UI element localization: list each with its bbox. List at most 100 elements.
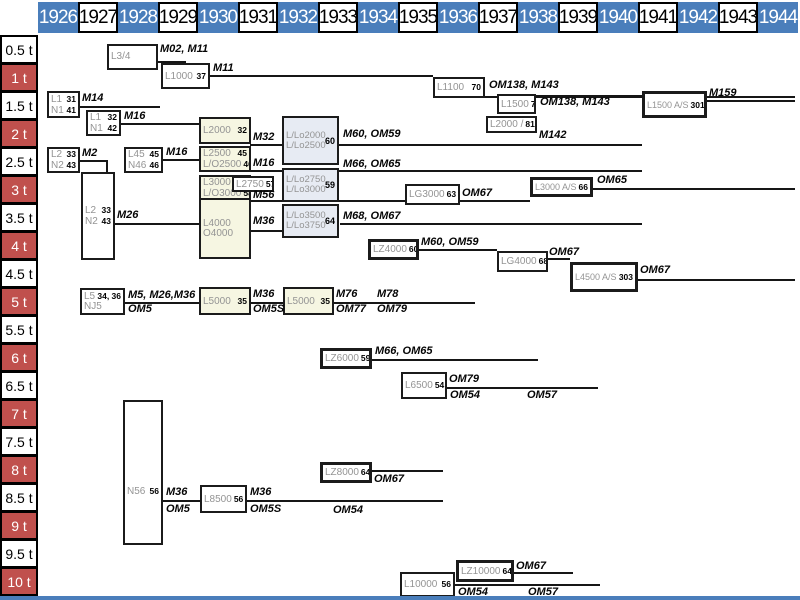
baumuster-number: 35 bbox=[237, 295, 247, 306]
year-header-1941: 1941 bbox=[638, 2, 678, 33]
baumuster-number: 43 bbox=[66, 160, 76, 170]
model-name: L/Lo3750 bbox=[286, 220, 326, 231]
model-name: L45 bbox=[128, 149, 145, 160]
model-name: L4000 bbox=[203, 217, 231, 229]
engine-label: OM5 bbox=[128, 303, 152, 315]
model-box-l1-n1-a: L1 31 N1 41 bbox=[47, 91, 80, 118]
model-box-text: LZ10000 64 bbox=[461, 566, 511, 577]
engine-label: M36 bbox=[166, 486, 188, 498]
model-box-l2750: L275057 bbox=[232, 176, 274, 192]
production-line bbox=[163, 500, 200, 502]
model-box-text: LG3000 63 bbox=[409, 189, 456, 200]
model-name: NJ5 bbox=[84, 301, 102, 312]
engine-label: M36 bbox=[253, 288, 275, 300]
baumuster-number: 60 bbox=[408, 244, 419, 254]
engine-label: OM79 bbox=[449, 373, 479, 385]
production-line bbox=[121, 123, 199, 125]
model-box-l10000: L10000 56 bbox=[400, 572, 455, 597]
model-box-l1100: L1100 70 bbox=[433, 77, 485, 98]
model-name: L4500 A/S bbox=[575, 272, 617, 282]
engine-label: M16 bbox=[124, 110, 146, 122]
year-header-1938: 1938 bbox=[518, 2, 558, 33]
model-box-l2500: L2500 45L/O250046 bbox=[199, 146, 251, 172]
baumuster-number: 70 bbox=[530, 98, 536, 109]
production-line bbox=[593, 188, 795, 190]
production-line bbox=[251, 230, 282, 232]
year-header-1937: 1937 bbox=[478, 2, 518, 33]
year-header-1935: 1935 bbox=[398, 2, 438, 33]
model-box-l5-nj5: L5 34, 36 NJ5 bbox=[80, 288, 125, 315]
production-line bbox=[163, 159, 199, 161]
model-box-text: L1 31 N1 41 bbox=[51, 94, 76, 116]
model-box-lo2000-2500: L/Lo2000 L/Lo2500 60 bbox=[282, 116, 339, 165]
year-header-1932: 1932 bbox=[278, 2, 318, 33]
baumuster-number: 68 bbox=[538, 256, 548, 266]
tonnage-label-6t: 6 t bbox=[0, 343, 38, 372]
baumuster-number: 56 bbox=[149, 486, 159, 496]
production-line bbox=[80, 106, 160, 108]
model-name: L2 bbox=[85, 205, 97, 216]
model-box-l5000-a: L5000 35 bbox=[199, 287, 251, 315]
tonnage-label-2.5t: 2.5 t bbox=[0, 147, 38, 176]
model-box-lg3000: LG3000 63 bbox=[405, 184, 460, 205]
engine-label: OM54 bbox=[333, 504, 363, 516]
model-name: L5000 bbox=[203, 295, 231, 307]
model-name: LZ8000 bbox=[325, 467, 359, 478]
baumuster-number: 46 bbox=[243, 159, 249, 169]
model-name: L2500 bbox=[203, 148, 231, 159]
production-line bbox=[251, 200, 530, 202]
model-box-l45-n46: L45 45 N46 46 bbox=[124, 147, 163, 173]
production-line bbox=[536, 95, 642, 97]
tonnage-label-9t: 9 t bbox=[0, 511, 38, 540]
model-name: N1 bbox=[51, 104, 64, 116]
tonnage-label-3t: 3 t bbox=[0, 175, 38, 204]
production-line bbox=[210, 75, 433, 77]
engine-label: M36 bbox=[253, 215, 275, 227]
engine-label: OM57 bbox=[528, 586, 558, 598]
baumuster-number: 59 bbox=[324, 180, 335, 190]
baumuster-number: 46 bbox=[149, 160, 159, 170]
model-name: L2000 bbox=[203, 125, 231, 136]
engine-label: M142 bbox=[539, 129, 567, 141]
engine-label: OM65 bbox=[597, 174, 627, 186]
year-header-1930: 1930 bbox=[198, 2, 238, 33]
engine-label: M66, OM65 bbox=[343, 158, 401, 170]
model-box-l5000-b: L5000 35 bbox=[283, 287, 334, 315]
model-box-n56: N56 56 bbox=[123, 400, 163, 545]
production-line bbox=[514, 572, 573, 574]
tonnage-label-6.5t: 6.5 t bbox=[0, 371, 38, 400]
model-box-lg4000: LG4000 68 bbox=[497, 251, 548, 272]
tonnage-label-7.5t: 7.5 t bbox=[0, 427, 38, 456]
baumuster-number: 34, 36 bbox=[97, 291, 121, 301]
production-line bbox=[247, 500, 443, 502]
model-box-l34: L3/4 bbox=[107, 44, 158, 70]
model-box-text: L8500 56 bbox=[204, 494, 243, 505]
production-line bbox=[485, 96, 795, 98]
model-box-lz4000: LZ4000 60 bbox=[368, 239, 419, 260]
model-name: L5000 bbox=[287, 295, 315, 307]
production-line bbox=[419, 249, 497, 251]
engine-label: OM67 bbox=[549, 246, 579, 258]
production-line bbox=[455, 584, 600, 586]
production-line bbox=[340, 223, 642, 225]
engine-label: OM67 bbox=[462, 187, 492, 199]
engine-label: OM138, M143 bbox=[540, 96, 610, 108]
year-header-1929: 1929 bbox=[158, 2, 198, 33]
model-box-text: LZ8000 64 bbox=[325, 467, 369, 478]
model-box-l2-n2-a: L2 33 N2 43 bbox=[47, 147, 80, 173]
year-header-1933: 1933 bbox=[318, 2, 358, 33]
production-line bbox=[125, 302, 199, 304]
model-box-text: L1500 A/S 301 bbox=[647, 100, 704, 110]
baumuster-number: 60 bbox=[324, 135, 335, 146]
tonnage-label-3.5t: 3.5 t bbox=[0, 203, 38, 232]
engine-label: OM138, M143 bbox=[489, 79, 559, 91]
model-name: L1100 bbox=[437, 82, 465, 93]
model-box-text: L/Lo2750 L/Lo3000 bbox=[286, 175, 326, 195]
model-name: L/O2500 bbox=[203, 159, 242, 170]
engine-label: M66, OM65 bbox=[375, 345, 433, 357]
model-name: N56 bbox=[127, 486, 146, 497]
model-box-text: L3/4 bbox=[111, 52, 154, 62]
model-box-text: L1100 70 bbox=[437, 82, 481, 93]
model-box-l4000: L4000 O4000 bbox=[199, 198, 251, 259]
